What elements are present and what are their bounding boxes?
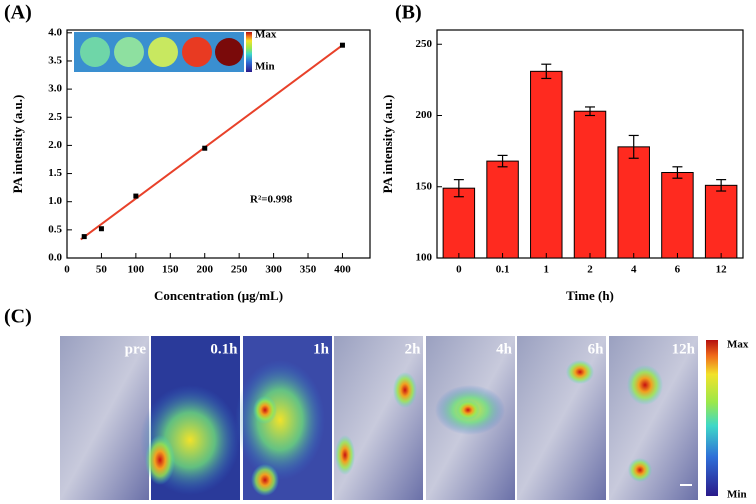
image-label: 2h — [405, 341, 422, 357]
y-tick-label: 3.5 — [48, 54, 62, 66]
x-tick-label: 250 — [231, 264, 248, 276]
y-tick-label: 2.5 — [48, 111, 62, 123]
x-tick-label: 400 — [334, 264, 351, 276]
colorbar-min: Min — [255, 61, 275, 73]
x-tick-label: 0 — [64, 264, 70, 276]
inset-image — [74, 32, 252, 72]
image-label: 1h — [313, 341, 330, 357]
y-tick-label: 200 — [416, 109, 433, 121]
x-tick-label: 150 — [162, 264, 179, 276]
y-tick-label: 150 — [416, 180, 433, 192]
x-tick-label: 12 — [716, 264, 728, 276]
colorbar-max: Max — [727, 339, 749, 351]
x-tick-label: 2 — [587, 264, 593, 276]
bar — [704, 184, 738, 259]
x-tick-label: 4 — [631, 264, 637, 276]
x-tick-label: 50 — [96, 264, 108, 276]
x-tick-label: 0.1 — [496, 264, 510, 276]
y-tick-label: 1.0 — [48, 195, 62, 207]
y-tick-label: 0.0 — [48, 252, 62, 264]
image-label: 12h — [672, 341, 696, 357]
bar — [442, 187, 476, 259]
x-tick-label: 100 — [128, 264, 145, 276]
y-tick-label: 1.5 — [48, 167, 62, 179]
imaging-panel — [60, 336, 718, 500]
bar — [617, 146, 650, 259]
colorbar-max: Max — [255, 29, 277, 41]
panel-label: (B) — [395, 2, 422, 24]
y-tick-label: 250 — [416, 38, 433, 50]
annotation: R²=0.998 — [250, 194, 293, 206]
bar — [661, 172, 694, 259]
bar — [530, 70, 563, 259]
image-label: 4h — [496, 341, 513, 357]
y-tick-label: 2.0 — [48, 139, 62, 151]
image-label: pre — [125, 341, 147, 357]
image-label: 6h — [588, 341, 605, 357]
fit-line — [80, 44, 344, 241]
bar — [486, 160, 519, 259]
x-axis-label: Time (h) — [566, 288, 614, 303]
x-tick-label: 350 — [300, 264, 317, 276]
y-axis-label: PA intensity (a.u.) — [380, 95, 395, 194]
x-tick-label: 300 — [265, 264, 282, 276]
panel-label: (A) — [4, 2, 32, 24]
image-label: 0.1h — [210, 341, 238, 357]
data-point — [81, 234, 87, 240]
x-axis-label: Concentration (μg/mL) — [154, 288, 283, 303]
data-point — [98, 226, 104, 232]
y-tick-label: 0.5 — [48, 223, 62, 235]
plot-frame — [66, 29, 371, 259]
x-tick-label: 0 — [456, 264, 462, 276]
x-tick-label: 6 — [675, 264, 681, 276]
y-tick-label: 3.0 — [48, 83, 62, 95]
colorbar-min: Min — [727, 489, 747, 501]
y-axis-label: PA intensity (a.u.) — [10, 95, 25, 194]
y-tick-label: 100 — [416, 252, 433, 264]
bar — [573, 110, 607, 259]
data-point — [133, 193, 139, 199]
data-point — [339, 42, 345, 48]
panel-label: (C) — [4, 306, 32, 328]
x-tick-label: 1 — [544, 264, 550, 276]
y-tick-label: 4.0 — [48, 26, 62, 38]
data-point — [202, 145, 208, 151]
x-tick-label: 200 — [196, 264, 213, 276]
